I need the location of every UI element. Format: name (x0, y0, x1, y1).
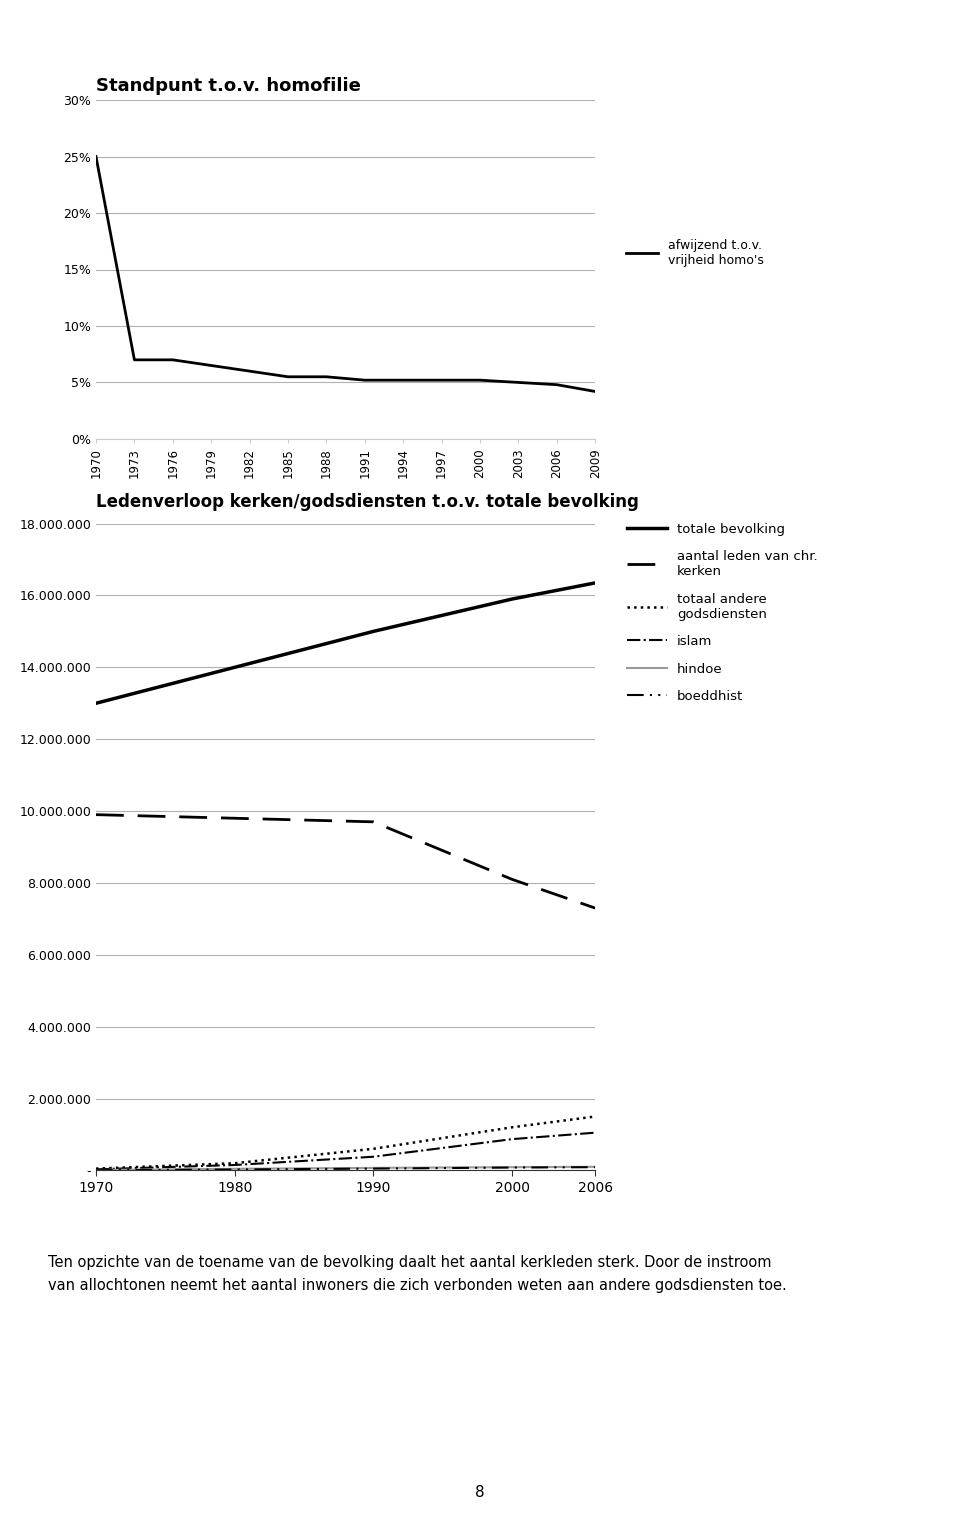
Legend: afwijzend t.o.v.
vrijheid homo's: afwijzend t.o.v. vrijheid homo's (621, 234, 769, 271)
Text: Ledenverloop kerken/godsdiensten t.o.v. totale bevolking: Ledenverloop kerken/godsdiensten t.o.v. … (96, 493, 638, 511)
Legend: totale bevolking, aantal leden van chr.
kerken, totaal andere
godsdiensten, isla: totale bevolking, aantal leden van chr. … (622, 517, 823, 708)
Text: Standpunt t.o.v. homofilie: Standpunt t.o.v. homofilie (96, 77, 361, 95)
Text: 8: 8 (475, 1485, 485, 1500)
Text: Ten opzichte van de toename van de bevolking daalt het aantal kerkleden sterk. D: Ten opzichte van de toename van de bevol… (48, 1255, 772, 1270)
Text: van allochtonen neemt het aantal inwoners die zich verbonden weten aan andere go: van allochtonen neemt het aantal inwoner… (48, 1278, 787, 1294)
